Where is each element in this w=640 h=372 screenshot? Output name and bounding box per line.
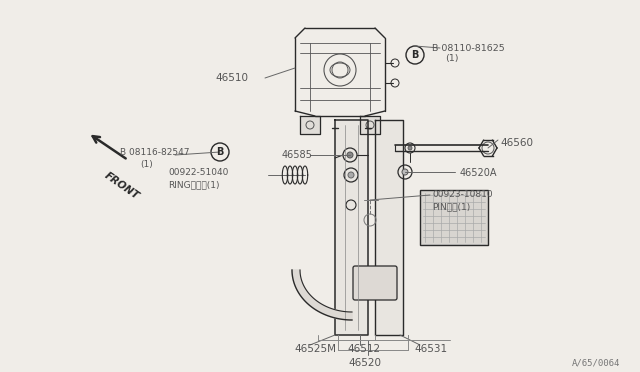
Text: RINGリング(1): RINGリング(1): [168, 180, 220, 189]
Circle shape: [348, 172, 354, 178]
Text: 46585: 46585: [282, 150, 313, 160]
Polygon shape: [292, 270, 352, 320]
Text: PINピン(1): PINピン(1): [432, 202, 470, 211]
Bar: [420, 190, 488, 245]
Polygon shape: [360, 116, 380, 134]
Text: B: B: [412, 50, 419, 60]
Text: B: B: [216, 147, 224, 157]
Text: 46520A: 46520A: [460, 168, 497, 178]
Text: 00922-51040: 00922-51040: [168, 168, 228, 177]
Text: B 08110-81625: B 08110-81625: [432, 44, 505, 53]
Text: 46512: 46512: [347, 344, 380, 354]
Text: A/65/0064: A/65/0064: [572, 358, 620, 367]
Polygon shape: [335, 120, 368, 335]
Text: B 08116-82547: B 08116-82547: [120, 148, 189, 157]
Circle shape: [402, 169, 408, 175]
Text: 46520: 46520: [348, 358, 381, 368]
Polygon shape: [375, 120, 403, 335]
Text: FRONT: FRONT: [103, 170, 141, 201]
Text: 46525M: 46525M: [294, 344, 336, 354]
Text: 46560: 46560: [500, 138, 533, 148]
Text: 46531: 46531: [414, 344, 447, 354]
Text: 46510: 46510: [215, 73, 248, 83]
Text: 00923-10810: 00923-10810: [432, 190, 493, 199]
Polygon shape: [300, 116, 320, 134]
Circle shape: [347, 152, 353, 158]
Text: (1): (1): [445, 54, 458, 63]
Text: (1): (1): [140, 160, 153, 169]
Circle shape: [408, 146, 412, 150]
FancyBboxPatch shape: [353, 266, 397, 300]
